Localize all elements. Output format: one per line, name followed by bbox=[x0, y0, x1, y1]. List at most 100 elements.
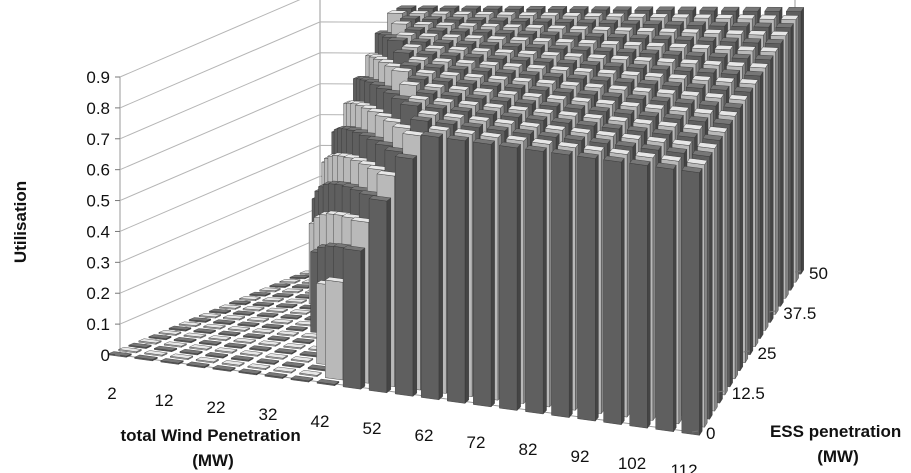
bar-top bbox=[292, 338, 315, 343]
bar-top bbox=[554, 18, 575, 23]
bar-side bbox=[734, 111, 738, 380]
bar-top bbox=[475, 109, 498, 115]
bar-side bbox=[438, 133, 443, 401]
bar-top bbox=[593, 47, 614, 52]
bar-top bbox=[583, 144, 605, 152]
bar-top bbox=[538, 131, 560, 138]
bar-top bbox=[173, 337, 197, 342]
bar-top bbox=[662, 50, 683, 56]
bar-top bbox=[632, 118, 654, 125]
bar-top bbox=[502, 62, 524, 68]
bar-top bbox=[432, 97, 455, 103]
bar-top bbox=[279, 279, 301, 283]
bar bbox=[209, 308, 231, 315]
bar-top bbox=[699, 6, 718, 12]
bar bbox=[292, 338, 315, 345]
bar-top bbox=[720, 69, 741, 75]
bar bbox=[368, 195, 392, 394]
bar-top bbox=[549, 65, 571, 71]
bar-top bbox=[764, 6, 783, 12]
bar bbox=[163, 341, 188, 348]
bar bbox=[238, 368, 262, 376]
bar-top bbox=[577, 39, 598, 44]
bar-top bbox=[569, 6, 589, 11]
bar-top bbox=[138, 338, 162, 344]
bar bbox=[192, 328, 217, 335]
bar-top bbox=[396, 5, 417, 9]
bar-top bbox=[576, 120, 598, 127]
bar-top bbox=[179, 348, 203, 355]
bar-top bbox=[439, 71, 461, 77]
bar bbox=[285, 298, 308, 304]
bar bbox=[217, 330, 241, 337]
bar-top bbox=[687, 21, 707, 26]
bar-top bbox=[725, 29, 745, 35]
bar bbox=[242, 306, 265, 312]
bar-side bbox=[780, 38, 784, 308]
bar-top bbox=[605, 12, 626, 18]
bar-side bbox=[464, 136, 469, 404]
bar-top bbox=[546, 24, 568, 30]
bar-top bbox=[539, 31, 560, 36]
bar-top bbox=[465, 16, 487, 21]
bar-top bbox=[546, 94, 568, 101]
bar-top bbox=[448, 85, 470, 91]
bar-top bbox=[693, 108, 714, 115]
bar-top bbox=[486, 35, 508, 40]
bar-front bbox=[551, 152, 570, 418]
bar bbox=[178, 321, 202, 328]
bar-top bbox=[133, 354, 159, 360]
bar-top bbox=[497, 89, 519, 96]
bar-top bbox=[505, 134, 528, 142]
bar-side bbox=[699, 167, 703, 436]
bar-top bbox=[280, 314, 303, 319]
bar-top bbox=[539, 101, 561, 107]
x-tick-label: 82 bbox=[519, 440, 538, 459]
bar-top bbox=[595, 130, 617, 137]
bar-top bbox=[664, 20, 685, 26]
bar-top bbox=[677, 131, 698, 138]
bar-top bbox=[682, 123, 704, 130]
bar bbox=[208, 335, 232, 342]
bar-top bbox=[738, 78, 759, 85]
x-tick-label: 22 bbox=[207, 398, 226, 417]
bar-top bbox=[640, 143, 662, 151]
bar-top bbox=[607, 33, 627, 39]
y-axis-title-line1: ESS penetration bbox=[770, 422, 901, 441]
z-tick-label: 0.4 bbox=[86, 222, 110, 241]
bar-top bbox=[714, 44, 734, 51]
bar-top bbox=[638, 79, 659, 85]
bar-top bbox=[262, 297, 284, 302]
bar bbox=[153, 345, 178, 353]
bar-top bbox=[439, 5, 460, 9]
bar-top bbox=[275, 303, 298, 308]
bar-top bbox=[392, 49, 415, 54]
x-tick-label: 62 bbox=[415, 426, 434, 445]
bar-top bbox=[408, 10, 430, 14]
bar-top bbox=[407, 94, 430, 101]
bar-top bbox=[662, 81, 683, 87]
bar-top bbox=[542, 72, 564, 78]
bar-front bbox=[629, 162, 648, 429]
bar-front bbox=[681, 170, 700, 436]
bar bbox=[269, 283, 291, 288]
bar bbox=[127, 342, 153, 349]
y-tick-mark bbox=[717, 390, 724, 393]
bar-top bbox=[143, 350, 168, 356]
bar-top bbox=[731, 53, 751, 59]
bar-top bbox=[674, 98, 695, 105]
bar-side bbox=[516, 143, 521, 411]
gridline bbox=[119, 0, 301, 78]
bar bbox=[290, 375, 314, 383]
bar-top bbox=[535, 78, 557, 85]
bar bbox=[214, 347, 238, 354]
bar bbox=[188, 317, 212, 323]
bar-top bbox=[634, 6, 654, 11]
bar-top bbox=[498, 141, 522, 149]
bar-top bbox=[480, 23, 501, 28]
bar-top bbox=[160, 358, 184, 364]
bar-top bbox=[316, 378, 340, 385]
bar-top bbox=[562, 31, 583, 37]
bar-top bbox=[435, 118, 458, 125]
bar-top bbox=[387, 10, 408, 14]
